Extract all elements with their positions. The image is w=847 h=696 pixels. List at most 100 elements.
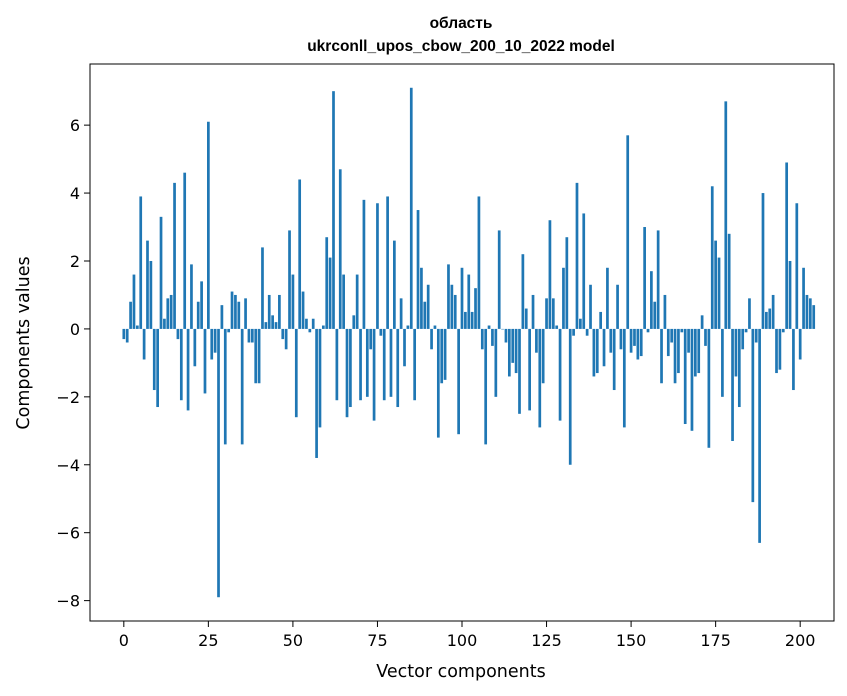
- bar-116: [514, 328, 518, 374]
- bar-series: [122, 87, 816, 598]
- bar-33: [234, 294, 237, 329]
- bar-5: [139, 196, 143, 329]
- bar-153: [639, 328, 643, 357]
- bar-1: [125, 328, 129, 343]
- bar-58: [318, 328, 322, 428]
- bar-160: [663, 294, 667, 329]
- plot-frame: [89, 63, 835, 622]
- bar-87: [416, 210, 420, 329]
- bar-138: [589, 284, 592, 329]
- bar-15: [173, 182, 176, 329]
- bar-144: [609, 328, 613, 353]
- bar-121: [531, 294, 535, 329]
- bar-178: [724, 101, 728, 329]
- bar-39: [254, 328, 258, 384]
- bar-118: [521, 254, 525, 329]
- bar-102: [467, 274, 471, 329]
- bar-124: [541, 328, 545, 384]
- bar-148: [622, 328, 626, 428]
- bar-62: [332, 91, 335, 329]
- bar-147: [619, 328, 623, 350]
- bar-84: [406, 325, 410, 329]
- bar-151: [633, 328, 636, 346]
- y-axis-label: Components values: [14, 256, 34, 429]
- bar-204: [812, 305, 816, 329]
- bar-51: [294, 328, 298, 418]
- bar-23: [200, 281, 203, 329]
- bar-99: [457, 328, 460, 435]
- bar-137: [585, 328, 589, 336]
- bar-136: [582, 213, 586, 329]
- bar-35: [240, 328, 244, 445]
- x-tick-label: 0: [119, 631, 129, 650]
- bar-105: [477, 196, 481, 329]
- bar-196: [785, 162, 789, 329]
- bar-111: [497, 230, 501, 329]
- bar-107: [484, 328, 488, 445]
- bar-172: [704, 328, 707, 346]
- bar-101: [464, 311, 467, 329]
- bar-49: [288, 230, 291, 329]
- bar-93: [436, 328, 440, 438]
- bar-59: [321, 325, 325, 329]
- bar-175: [714, 240, 717, 329]
- bar-106: [480, 328, 484, 350]
- bar-17: [179, 328, 183, 401]
- bar-117: [518, 328, 521, 414]
- bar-27: [213, 328, 217, 353]
- bar-133: [572, 328, 575, 336]
- bar-168: [690, 328, 694, 431]
- bar-86: [413, 328, 417, 401]
- bar-90: [426, 284, 430, 329]
- bar-28: [217, 328, 220, 598]
- bar-67: [349, 328, 352, 408]
- bar-11: [159, 216, 163, 329]
- bar-156: [650, 271, 653, 329]
- bar-64: [338, 169, 342, 329]
- bar-69: [355, 274, 359, 329]
- bar-163: [673, 328, 677, 384]
- bar-79: [389, 328, 393, 397]
- bar-92: [433, 325, 437, 329]
- bar-52: [298, 179, 302, 329]
- bar-167: [687, 328, 690, 353]
- bar-98: [453, 294, 457, 329]
- x-axis-ticks: 0 25 50 75 100 125 150 175 200: [119, 621, 815, 650]
- bar-171: [700, 315, 704, 329]
- bar-119: [524, 308, 528, 329]
- bar-179: [727, 233, 731, 329]
- bar-10: [156, 328, 159, 408]
- bar-181: [734, 328, 738, 377]
- bar-120: [528, 328, 531, 411]
- bar-194: [778, 328, 782, 370]
- bar-131: [565, 237, 569, 329]
- chart-title-line-1: область: [430, 15, 493, 32]
- bar-197: [788, 260, 792, 329]
- bar-22: [196, 301, 200, 329]
- bar-16: [176, 328, 180, 340]
- bar-130: [562, 267, 565, 329]
- bar-173: [707, 328, 711, 448]
- y-tick-label: −2: [56, 388, 80, 407]
- bar-108: [487, 325, 491, 329]
- bar-162: [670, 328, 674, 343]
- bar-122: [535, 328, 538, 353]
- y-tick-label: −6: [56, 524, 80, 543]
- bar-184: [744, 328, 748, 333]
- bar-72: [365, 328, 369, 397]
- bar-142: [602, 328, 606, 367]
- bar-170: [697, 328, 701, 374]
- bar-40: [257, 328, 261, 384]
- bar-125: [545, 298, 548, 329]
- bar-187: [754, 328, 758, 343]
- bar-13: [166, 298, 170, 329]
- bar-70: [359, 328, 362, 401]
- y-tick-label: −8: [56, 592, 80, 611]
- bar-143: [606, 267, 609, 329]
- bar-14: [169, 294, 173, 329]
- bar-91: [430, 328, 433, 350]
- bar-37: [247, 328, 251, 343]
- bar-150: [629, 328, 633, 353]
- bar-185: [748, 298, 751, 329]
